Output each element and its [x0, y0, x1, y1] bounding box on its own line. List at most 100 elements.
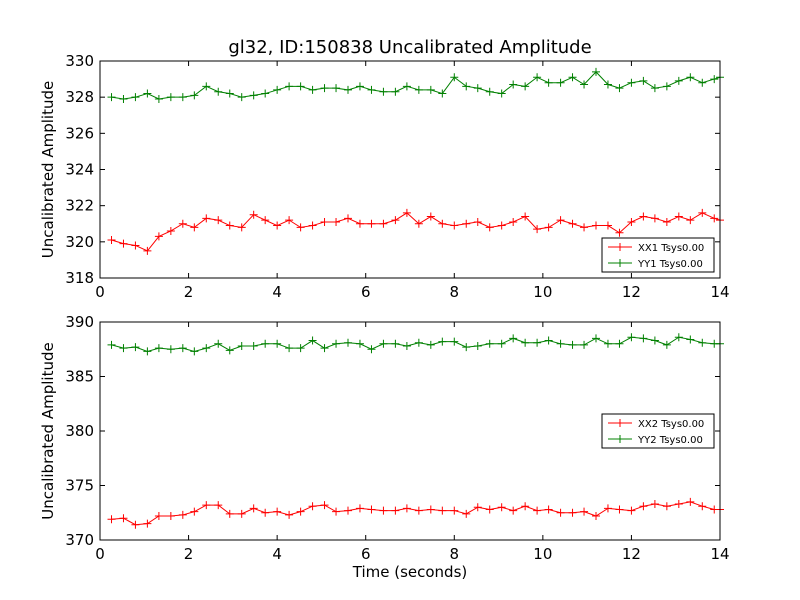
data-point-marker	[615, 84, 624, 93]
legend-label: YY2 Tsys0.00	[637, 435, 703, 446]
data-point-marker	[355, 339, 364, 348]
data-point-marker	[533, 225, 542, 234]
data-point-marker	[650, 336, 659, 345]
data-point-marker	[533, 73, 542, 82]
data-point-marker	[627, 78, 636, 87]
data-point-marker	[154, 512, 163, 521]
data-point-marker	[178, 344, 187, 353]
data-point-marker	[485, 223, 494, 232]
data-point-marker	[662, 340, 671, 349]
data-point-marker	[533, 338, 542, 347]
plot-panel-1: 0 2 4 6 8 10 12 14 318 320 322 324 326 328 330 Uncalibr…	[39, 52, 730, 301]
data-point-marker	[438, 89, 447, 98]
data-point-marker	[332, 507, 341, 516]
data-point-marker	[462, 219, 471, 228]
data-point-marker	[426, 212, 435, 221]
legend-label: XX1 Tsys0.00	[638, 243, 704, 254]
x-tick-label: 10	[533, 545, 552, 563]
data-point-marker	[402, 82, 411, 91]
data-point-marker	[462, 509, 471, 518]
data-point-marker	[166, 345, 175, 354]
data-point-marker	[686, 73, 695, 82]
data-point-marker	[367, 85, 376, 94]
data-point-marker	[556, 339, 565, 348]
data-point-marker	[402, 504, 411, 513]
data-point-marker	[214, 87, 223, 96]
data-point-marker	[485, 339, 494, 348]
data-point-marker	[131, 93, 140, 102]
data-point-marker	[296, 223, 305, 232]
data-point-marker	[261, 89, 270, 98]
legend-label: YY1 Tsys0.00	[637, 259, 703, 270]
data-point-marker	[450, 337, 459, 346]
data-point-marker	[509, 217, 518, 226]
data-point-marker	[320, 501, 329, 510]
y-tick-label: 324	[65, 161, 94, 179]
data-point-marker	[533, 506, 542, 515]
data-point-marker	[521, 82, 530, 91]
y-tick-label: 385	[65, 368, 94, 386]
x-tick-label: 6	[361, 545, 371, 563]
data-point-marker	[296, 344, 305, 353]
data-point-marker	[154, 232, 163, 241]
data-point-marker	[497, 503, 506, 512]
data-point-marker	[190, 223, 199, 232]
data-point-marker	[344, 85, 352, 94]
data-point-marker	[107, 340, 116, 349]
data-point-marker	[225, 221, 234, 230]
data-point-marker	[462, 82, 471, 91]
data-point-marker	[438, 219, 447, 228]
x-axis-label: Time (seconds)	[352, 563, 468, 581]
x-tick-label: 10	[533, 283, 552, 301]
data-point-marker	[273, 221, 282, 230]
data-point-marker	[391, 216, 400, 225]
data-point-marker	[627, 506, 636, 515]
y-tick-label: 328	[65, 88, 94, 106]
data-point-marker	[320, 344, 329, 353]
data-point-marker	[544, 505, 553, 514]
data-point-marker	[261, 508, 270, 517]
data-point-marker	[592, 67, 600, 76]
data-point-marker	[178, 93, 187, 102]
data-point-marker	[320, 217, 329, 226]
data-point-marker	[131, 343, 140, 352]
data-point-marker	[698, 78, 707, 87]
data-point-marker	[568, 73, 577, 82]
y-tick-label: 375	[65, 477, 94, 495]
legend-marker	[616, 243, 624, 251]
data-point-marker	[686, 497, 695, 506]
legend: XX1 Tsys0.00 YY1 Tsys0.00	[601, 237, 715, 273]
data-point-marker	[509, 334, 518, 343]
data-point-marker	[615, 228, 624, 237]
data-point-marker	[615, 339, 624, 348]
data-point-marker	[143, 347, 152, 356]
data-point-marker	[308, 502, 317, 511]
data-point-marker	[119, 94, 128, 103]
data-point-marker	[639, 334, 648, 343]
data-point-marker	[580, 507, 589, 516]
data-point-marker	[438, 337, 447, 346]
data-point-marker	[662, 217, 671, 226]
data-point-marker	[674, 212, 683, 221]
data-point-marker	[556, 216, 565, 225]
data-point-marker	[355, 82, 364, 91]
data-point-marker	[497, 339, 506, 348]
data-point-marker	[355, 219, 364, 228]
legend-marker	[616, 419, 624, 427]
data-point-marker	[414, 85, 423, 94]
data-point-marker	[178, 219, 187, 228]
data-point-marker	[674, 333, 683, 342]
data-point-marker	[119, 344, 128, 353]
data-point-marker	[473, 341, 482, 350]
data-point-marker	[379, 87, 388, 96]
data-point-marker	[521, 338, 530, 347]
data-point-marker	[544, 336, 553, 345]
y-tick-label: 326	[65, 124, 94, 142]
data-point-marker	[662, 82, 671, 91]
data-point-marker	[544, 223, 553, 232]
data-point-marker	[686, 216, 695, 225]
y-tick-label: 380	[65, 422, 94, 440]
data-point-marker	[308, 221, 317, 230]
data-point-marker	[178, 510, 187, 519]
